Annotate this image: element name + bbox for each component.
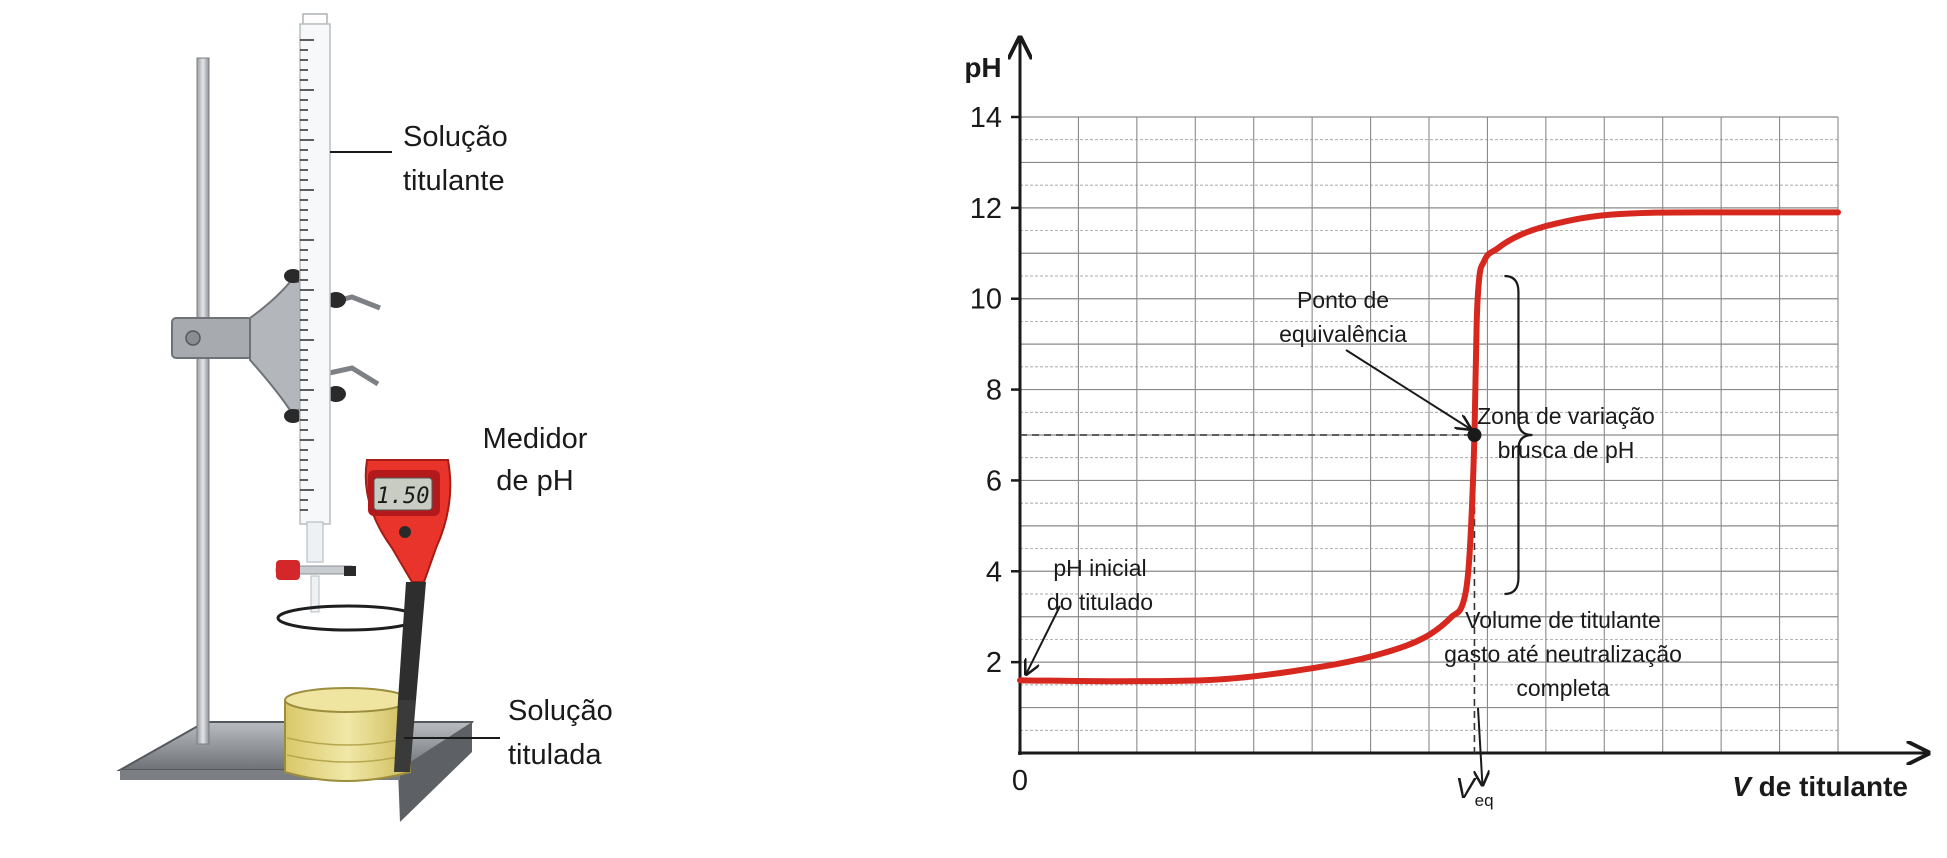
zone-brace [1504, 274, 1533, 596]
curve-data-point [1019, 679, 1022, 682]
annotation-initial-line1: pH inicial [1053, 555, 1146, 581]
label-meter-line1: Medidor [483, 423, 588, 455]
annotation-initial-line2: do titulado [1047, 589, 1153, 615]
curve-data-point [1450, 615, 1453, 618]
annotation-initial-ph: pH inicial do titulado [1047, 555, 1153, 615]
curve-data-point [1200, 679, 1203, 682]
initial-ph-arrow [1026, 605, 1061, 674]
annotation-volume-line2: gasto até neutralização [1444, 641, 1682, 667]
annotation-volume-line1: Volume de titulante [1465, 607, 1661, 633]
burette-scale [300, 39, 314, 511]
curve-data-point [1464, 593, 1467, 596]
equivalence-point-marker [1467, 428, 1482, 442]
x-axis-title-rest: de titulante [1751, 771, 1908, 802]
label-titrated-line1: Solução [508, 695, 613, 727]
stand-base-edge [398, 722, 472, 822]
x-axis-title: V de titulante [1732, 771, 1908, 802]
curve-data-point [1700, 211, 1703, 214]
curve-data-point [1428, 633, 1431, 636]
label-meter-line2: de pH [496, 465, 573, 497]
chart-grid [1020, 116, 1839, 754]
curve-data-point [1609, 213, 1612, 216]
annotation-equivalence-line2: equivalência [1279, 321, 1407, 347]
curve-data-point [1496, 247, 1499, 250]
label-titrant-solution: Solução titulante [403, 121, 508, 197]
label-ph-meter: Medidor de pH [483, 423, 588, 497]
annotation-abrupt-zone: Zona de variação brusca de pH [1477, 403, 1655, 463]
annotation-zone-line1: Zona de variação [1477, 403, 1655, 429]
y-tick-label: 4 [986, 556, 1002, 588]
curve-data-point [1564, 220, 1567, 223]
curve-data-point [1518, 234, 1521, 237]
x-tick-veq-sub: eq [1475, 791, 1494, 810]
y-tick-label: 12 [970, 193, 1002, 225]
curve-data-point [1468, 547, 1471, 550]
label-titrated-solution: Solução titulada [508, 695, 613, 771]
burette [275, 13, 356, 613]
support-rod [196, 57, 210, 745]
volume-arrow [1478, 707, 1482, 785]
y-tick-label: 6 [986, 465, 1002, 497]
y-axis-title: pH [964, 52, 1001, 83]
ph-meter-display-value: 1.50 [377, 484, 430, 509]
curve-data-point [1291, 670, 1294, 673]
x-axis-title-variable: V [1732, 771, 1753, 802]
annotation-arrows [1026, 349, 1482, 785]
curve-data-point [1477, 279, 1480, 282]
curve-data-point [1791, 211, 1794, 214]
annotation-equivalence-line1: Ponto de [1297, 287, 1389, 313]
label-titrant-line2: titulante [403, 165, 505, 197]
beaker [284, 687, 411, 782]
titration-apparatus-illustration: 1.50 Solução titulante Medidor de pH Soluç… [116, 13, 613, 822]
x-tick-veq: Veq [1455, 773, 1493, 810]
label-titrated-line2: titulada [508, 739, 602, 771]
y-tick-labels: 2 4 6 8 10 12 14 [970, 102, 1020, 679]
annotation-zone-line2: brusca de pH [1498, 437, 1635, 463]
annotation-volume-line3: completa [1516, 675, 1610, 701]
burette-clamp [171, 269, 381, 423]
support-ring [276, 604, 420, 632]
curve-data-point [1837, 211, 1840, 214]
y-tick-label: 14 [970, 102, 1002, 134]
ph-meter: 1.50 [364, 459, 452, 772]
x-tick-origin: 0 [1012, 765, 1028, 797]
titration-curve-chart: 2 4 6 8 10 12 14 pH V de titulante 0 Veq Ponto… [964, 38, 1928, 810]
chart-axes [1018, 38, 1928, 755]
y-tick-label: 10 [970, 284, 1002, 316]
equivalence-arrow [1345, 349, 1470, 429]
stand-base-front [120, 770, 400, 780]
curve-data-point [1482, 261, 1485, 264]
annotation-equivalence-point: Ponto de equivalência [1279, 287, 1407, 347]
titration-curve-series [1017, 209, 1841, 685]
curve-data-point [1475, 320, 1478, 323]
curve-data-point [1382, 652, 1385, 655]
y-tick-label: 8 [986, 375, 1002, 407]
x-tick-veq-base: V [1455, 773, 1477, 805]
label-titrant-line1: Solução [403, 121, 508, 153]
curve-data-point [1109, 680, 1112, 683]
y-tick-label: 2 [986, 647, 1002, 679]
annotation-titrant-volume: Volume de titulante gasto até neutralizaç… [1444, 607, 1682, 701]
